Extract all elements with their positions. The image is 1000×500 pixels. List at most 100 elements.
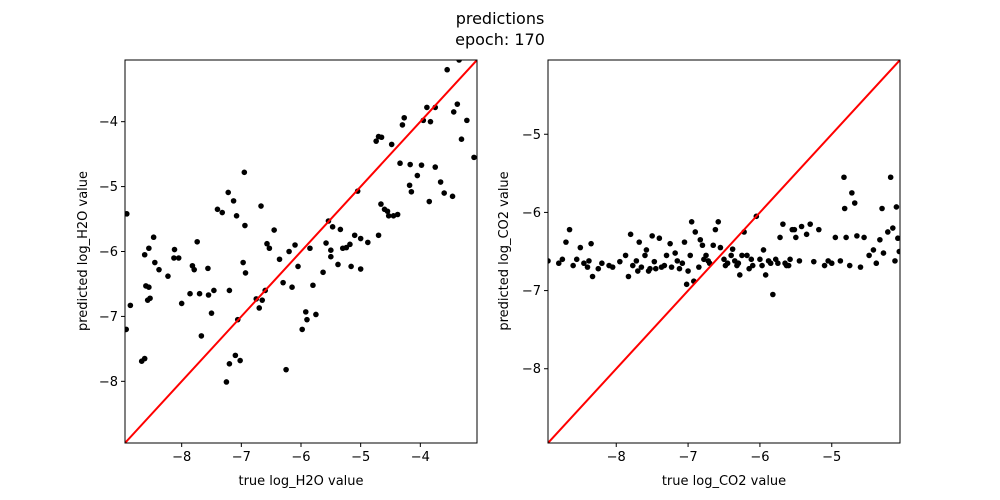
co2-x-tick-label: −5 [822,450,841,465]
co2-data-point [861,234,867,241]
figure-title-line1: predictions [456,9,545,28]
co2-x-tick-label: −6 [750,450,769,465]
h2o-data-point [241,169,248,176]
h2o-data-point [214,206,221,213]
h2o-data-point [258,203,264,209]
co2-data-point [828,260,835,267]
co2-data-point [870,247,877,253]
h2o-data-point [348,263,354,270]
h2o-data-point [226,287,233,294]
h2o-y-tick-label: −4 [99,115,118,130]
h2o-data-point [256,305,263,311]
co2-data-point [895,235,900,242]
h2o-data-point [223,379,230,385]
h2o-data-point [351,232,358,239]
co2-data-point [609,264,616,270]
h2o-x-tick-label: −7 [232,450,251,465]
h2o-data-point [191,266,198,273]
co2-data-point [837,258,844,264]
co2-data-point [821,262,828,269]
co2-data-point [599,260,605,267]
co2-data-point [841,205,848,212]
co2-data-point [735,260,742,267]
co2-data-point [807,221,814,227]
h2o-data-point [424,104,430,111]
co2-data-point [803,231,810,238]
h2o-data-point [295,263,301,270]
h2o-data-point [259,297,266,303]
co2-data-point [581,260,587,267]
h2o-data-point [347,241,353,248]
h2o-data-point [292,242,298,248]
co2-data-point [649,233,655,239]
h2o-data-point [178,300,185,307]
h2o-data-point [357,235,364,242]
h2o-data-point [375,232,382,239]
co2-data-point [687,252,694,259]
h2o-data-point [232,352,239,359]
h2o-y-tick-label: −8 [99,375,118,390]
co2-data-point [712,226,719,233]
co2-data-point [674,258,681,264]
h2o-data-point [146,284,152,291]
h2o-data-point [310,282,316,289]
h2o-plot-area [125,60,477,443]
co2-data-point [647,265,653,272]
co2-data-point [857,264,864,270]
co2-data-point [617,258,623,265]
co2-data-point [780,221,786,227]
figure-title-line2: epoch: 170 [455,30,545,49]
h2o-data-point [237,357,243,364]
co2-data-point [570,262,576,269]
co2-data-point [715,218,722,225]
h2o-data-point [408,188,415,195]
h2o-y-tick-label: −6 [99,245,118,260]
h2o-data-point [280,279,286,286]
co2-data-point [866,252,872,259]
h2o-data-point [156,266,162,273]
co2-data-point [636,239,643,245]
h2o-x-tick-label: −5 [351,450,370,465]
co2-data-point [566,226,573,233]
h2o-data-point [171,255,177,261]
h2o-data-point [427,118,434,125]
h2o-data-point [385,212,392,219]
h2o-data-point [320,269,326,276]
h2o-data-point [335,261,341,268]
h2o-data-point [456,60,462,63]
co2-data-point [851,200,858,206]
co2-data-point [703,252,709,259]
h2o-data-point [378,201,384,207]
co2-data-point [770,291,776,298]
co2-data-point [622,252,629,259]
h2o-data-point [343,244,350,251]
h2o-x-axis-label: true log_H2O value [238,474,363,489]
co2-data-point [696,264,702,270]
co2-data-point [887,174,894,181]
h2o-data-point [432,164,439,170]
co2-data-point [629,262,636,269]
co2-data-point [762,272,769,278]
co2-data-point [846,262,853,269]
co2-data-point [710,242,717,249]
h2o-identity-line [125,60,477,443]
co2-data-point [798,223,805,230]
co2-data-point [873,260,880,267]
co2-data-point [563,239,569,245]
h2o-data-point [175,255,182,261]
h2o-data-point [271,227,277,233]
co2-plot-area [548,60,900,443]
co2-data-point [652,265,659,272]
h2o-data-point [373,138,379,144]
h2o-data-point [211,287,217,294]
co2-data-point [854,233,860,239]
co2-data-point [586,258,592,264]
co2-y-tick-label: −5 [522,128,541,143]
co2-y-tick-label: −7 [522,284,541,299]
co2-data-point [880,250,887,256]
h2o-x-tick-label: −6 [291,450,310,465]
co2-data-point [685,268,691,274]
h2o-data-point [264,240,270,247]
h2o-data-point [283,366,289,373]
